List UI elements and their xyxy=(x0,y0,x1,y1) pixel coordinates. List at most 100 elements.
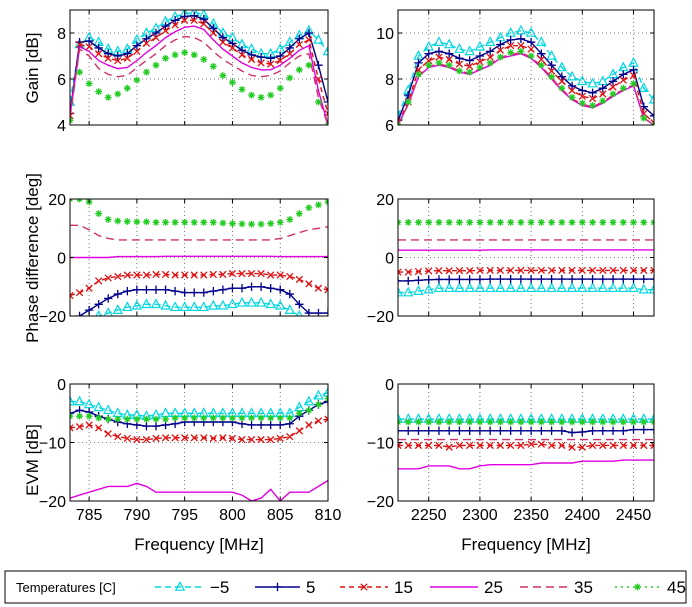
x-tick-label: 2250 xyxy=(411,507,447,524)
data-point-15 xyxy=(152,270,160,279)
data-point-−5 xyxy=(179,301,190,312)
data-point-5 xyxy=(123,286,132,296)
y-tick-label: 20 xyxy=(376,192,394,209)
data-point-−5 xyxy=(474,282,486,293)
data-point-45 xyxy=(640,418,648,426)
data-point-15 xyxy=(455,441,464,450)
data-point-45 xyxy=(486,418,494,426)
data-point-5 xyxy=(578,427,587,437)
data-point-5 xyxy=(608,77,618,86)
data-point-45 xyxy=(133,218,141,226)
data-point-45 xyxy=(123,84,131,92)
legend-marker xyxy=(360,583,368,591)
x-tick-label: 785 xyxy=(76,507,103,524)
data-point-5 xyxy=(567,274,577,284)
data-point-5 xyxy=(537,426,546,435)
data-point-15 xyxy=(496,266,505,275)
data-point-5 xyxy=(84,36,94,46)
data-point-45 xyxy=(257,414,265,422)
data-point-15 xyxy=(161,270,170,279)
data-point-15 xyxy=(114,56,122,65)
data-point-−5 xyxy=(141,298,152,309)
data-point-45 xyxy=(476,219,484,226)
series-group xyxy=(70,199,328,316)
data-point-5 xyxy=(598,84,607,93)
data-point-5 xyxy=(256,52,266,62)
data-point-45 xyxy=(229,414,236,422)
data-point-45 xyxy=(229,220,236,227)
data-point-15 xyxy=(599,441,607,450)
data-point-15 xyxy=(629,266,638,275)
data-point-15 xyxy=(75,423,84,431)
data-point-45 xyxy=(162,219,169,226)
data-point-5 xyxy=(323,308,328,316)
data-point-45 xyxy=(181,49,189,56)
data-point-−5 xyxy=(433,36,445,47)
data-point-−5 xyxy=(70,395,76,406)
data-point-45 xyxy=(95,88,103,96)
data-point-15 xyxy=(305,280,313,288)
data-point-15 xyxy=(286,432,294,441)
data-point-45 xyxy=(630,80,637,87)
data-point-15 xyxy=(476,266,484,275)
y-tick-label: 0 xyxy=(385,377,394,394)
data-point-15 xyxy=(578,92,586,100)
y-tick-label: 8 xyxy=(57,26,66,43)
data-point-5 xyxy=(619,426,628,435)
data-point-−5 xyxy=(556,61,568,72)
data-point-5 xyxy=(247,282,256,291)
data-point-−5 xyxy=(577,282,588,293)
data-point-15 xyxy=(517,266,525,275)
series-line-25 xyxy=(70,479,328,501)
data-point-15 xyxy=(123,271,131,279)
data-point-15 xyxy=(286,272,294,281)
data-point-−5 xyxy=(122,301,133,312)
data-point-45 xyxy=(630,219,637,226)
data-point-5 xyxy=(304,28,314,38)
data-point-5 xyxy=(142,421,151,431)
data-point-5 xyxy=(209,24,218,33)
data-point-5 xyxy=(465,56,474,65)
data-point-45 xyxy=(456,219,463,226)
y-tick-label: 6 xyxy=(57,72,66,89)
data-point-−5 xyxy=(322,386,328,397)
data-point-45 xyxy=(200,414,208,422)
series-line-25 xyxy=(70,25,328,125)
data-point-−5 xyxy=(275,299,286,310)
data-point-15 xyxy=(181,434,189,442)
data-point-15 xyxy=(445,443,453,451)
data-point-5 xyxy=(506,274,515,284)
data-point-15 xyxy=(267,271,275,279)
data-point-15 xyxy=(123,434,131,443)
y-label-gain: Gain [dB] xyxy=(23,33,42,104)
data-point-45 xyxy=(589,219,596,226)
legend-marker xyxy=(174,581,186,591)
data-point-45 xyxy=(248,220,255,228)
data-point-15 xyxy=(599,90,607,98)
data-point-15 xyxy=(200,434,208,442)
data-point-45 xyxy=(305,406,313,414)
data-point-15 xyxy=(506,41,515,50)
data-point-5 xyxy=(526,38,536,47)
data-point-45 xyxy=(295,210,303,218)
data-point-5 xyxy=(132,41,142,50)
data-point-45 xyxy=(548,73,555,81)
legend-marker xyxy=(634,583,641,591)
y-tick-label: −10 xyxy=(367,436,394,453)
data-point-15 xyxy=(547,67,556,75)
data-point-5 xyxy=(496,40,505,49)
data-point-−5 xyxy=(464,282,475,293)
data-point-−5 xyxy=(566,70,578,81)
data-point-5 xyxy=(496,274,505,284)
data-point-5 xyxy=(256,282,266,291)
data-point-45 xyxy=(219,414,227,422)
data-point-45 xyxy=(517,219,525,226)
data-point-5 xyxy=(588,274,597,284)
data-point-45 xyxy=(162,54,169,62)
data-point-−5 xyxy=(322,45,328,56)
data-point-15 xyxy=(171,271,179,279)
data-point-5 xyxy=(228,284,237,293)
data-point-45 xyxy=(95,414,103,422)
data-point-5 xyxy=(598,274,607,284)
data-point-−5 xyxy=(536,36,547,47)
